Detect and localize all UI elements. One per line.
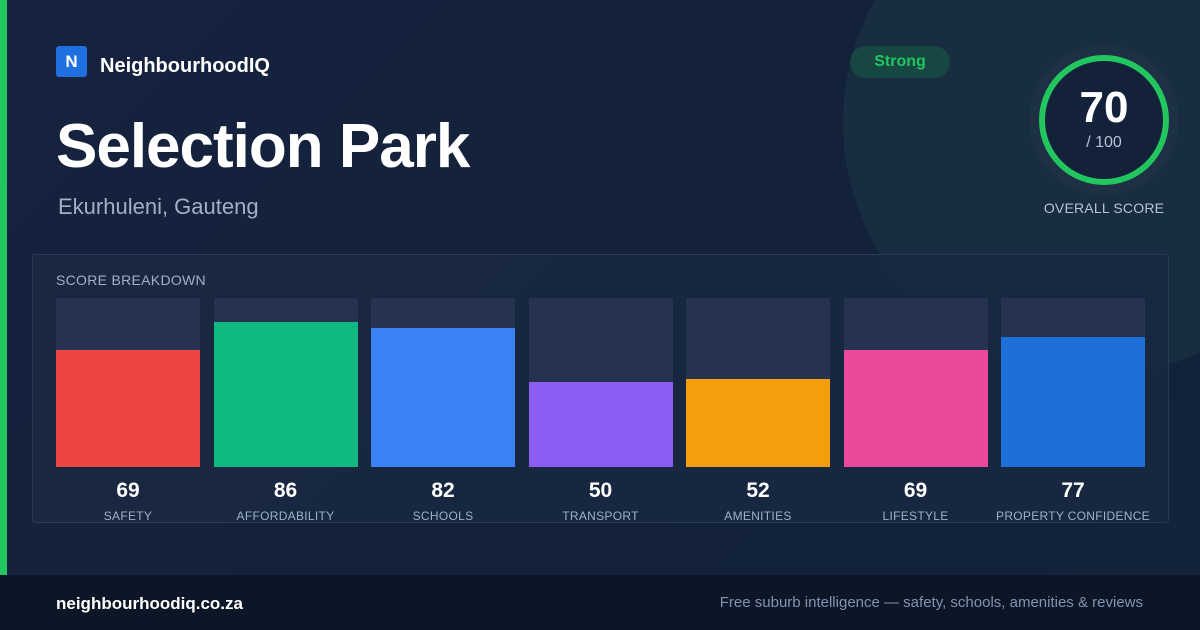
breakdown-item: 82 SCHOOLS: [371, 298, 515, 523]
bar-track: [843, 298, 988, 467]
bar-fill: [528, 382, 673, 467]
breakdown-title: SCORE BREAKDOWN: [56, 272, 206, 288]
bar-value: 86: [273, 479, 298, 502]
bar-label: LIFESTYLE: [882, 509, 949, 523]
bar-value: 69: [903, 479, 928, 502]
accent-bar: [0, 0, 7, 575]
bar-fill: [1001, 337, 1145, 467]
overall-score-label: OVERALL SCORE: [1043, 200, 1165, 216]
bar-track: [686, 298, 830, 467]
bar-fill: [56, 350, 200, 467]
bar-track: [371, 298, 515, 467]
breakdown-item: 52 AMENITIES: [686, 298, 830, 523]
bar-track: [528, 298, 673, 467]
bar-label: SAFETY: [103, 509, 153, 523]
bar-value: 50: [588, 479, 613, 502]
breakdown-item: 86 AFFORDABILITY: [213, 298, 358, 523]
status-badge: Strong: [850, 46, 950, 78]
footer: neighbourhoodiq.co.za Free suburb intell…: [0, 575, 1200, 630]
overall-score-max: / 100: [1086, 134, 1122, 151]
brand[interactable]: N NeighbourhoodIQ: [56, 46, 270, 77]
bar-track: [213, 298, 358, 467]
score-ring-graphic: [1029, 45, 1179, 195]
bar-track: [1001, 298, 1145, 467]
suburb-location: Ekurhuleni, Gauteng: [58, 194, 259, 219]
bar-track: [56, 298, 200, 467]
brand-name: NeighbourhoodIQ: [100, 55, 270, 77]
bar-fill: [843, 350, 988, 467]
score-breakdown-panel: SCORE BREAKDOWN 69 SAFETY 86 AFFORDABILITY 8…: [32, 254, 1169, 523]
breakdown-item: 77 PROPERTY CONFIDENCE: [996, 298, 1150, 523]
bar-value: 77: [1061, 479, 1085, 502]
page-title: Selection Park: [56, 112, 470, 181]
breakdown-item: 69 SAFETY: [56, 298, 200, 523]
bar-fill: [213, 322, 358, 467]
share-card: N NeighbourhoodIQ Selection Park Ekurhul…: [0, 0, 1200, 575]
bar-label: AMENITIES: [724, 509, 792, 523]
bar-value: 69: [116, 479, 140, 502]
bar-label: AFFORDABILITY: [236, 509, 335, 523]
bar-fill: [686, 379, 830, 467]
footer-tagline: Free suburb intelligence — safety, schoo…: [719, 594, 1143, 611]
bar-label: SCHOOLS: [412, 509, 474, 523]
bar-label: TRANSPORT: [562, 509, 639, 523]
breakdown-bars: 69 SAFETY 86 AFFORDABILITY 82 SCHOOLS 50 TRANSP…: [56, 298, 1150, 523]
overall-score-ring: 70 / 100: [1028, 44, 1180, 196]
bar-fill: [371, 328, 515, 467]
footer-url-link[interactable]: neighbourhoodiq.co.za: [56, 594, 243, 613]
breakdown-item: 69 LIFESTYLE: [843, 298, 988, 523]
brand-logo-icon: N: [56, 46, 87, 77]
bar-value: 82: [431, 479, 455, 502]
bar-value: 52: [746, 479, 770, 502]
breakdown-item: 50 TRANSPORT: [528, 298, 673, 523]
bar-label: PROPERTY CONFIDENCE: [996, 509, 1150, 523]
overall-score-value: 70: [1079, 83, 1129, 132]
